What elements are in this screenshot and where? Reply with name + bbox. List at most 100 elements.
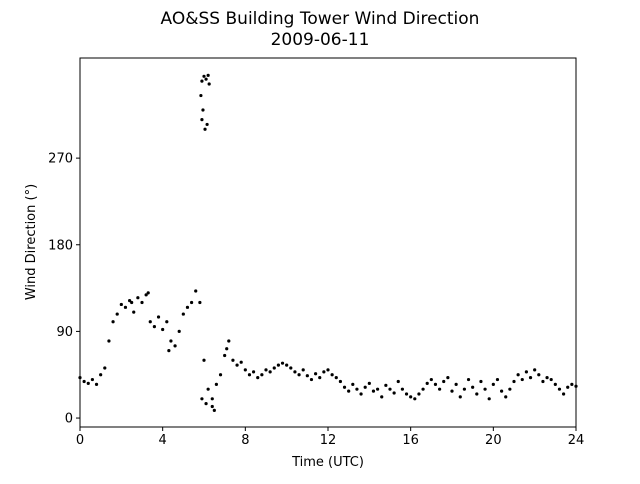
point [574,384,578,388]
point [450,389,454,393]
point [169,339,173,343]
point [508,387,512,391]
point [260,373,264,377]
point [409,395,413,399]
point [495,377,500,382]
point [433,382,438,386]
point [309,377,314,382]
point [338,379,342,384]
point [483,387,487,391]
point [123,305,128,309]
point [355,387,359,391]
point [421,387,425,391]
point [148,320,152,324]
point [297,373,301,377]
x-axis-label: Time (UTC) [291,455,364,470]
point [425,381,429,385]
point [177,329,181,334]
y-tick-label: 0 [65,412,73,427]
chart-title: AO&SS Building Tower Wind Direction [161,9,480,29]
point [156,315,161,319]
point [528,376,533,380]
point [363,385,367,389]
point [235,363,239,367]
point [272,366,276,370]
point [289,366,293,370]
point [400,387,404,391]
point [442,379,446,384]
point [512,379,516,384]
point [446,376,450,380]
point [384,383,388,387]
point [454,382,458,386]
point [231,358,235,362]
point [199,93,203,98]
point [207,82,211,86]
x-tick-label: 4 [159,433,167,448]
point [225,347,229,351]
point [136,296,140,300]
point [413,397,417,401]
point [198,300,202,305]
point [206,73,210,77]
point [202,358,206,362]
point [520,377,524,382]
point [566,385,570,389]
point [504,395,508,399]
point [210,397,214,401]
point [264,368,268,372]
y-tick-label: 270 [48,152,73,167]
point [205,122,209,127]
point [417,392,421,396]
point [570,382,574,386]
point [200,79,204,83]
point [462,387,466,391]
point [146,291,150,295]
point [305,374,309,378]
point [128,298,132,303]
x-tick-label: 20 [485,433,502,448]
x-tick-label: 0 [76,433,84,448]
y-tick-label: 90 [56,325,73,340]
point [78,376,82,380]
point [194,289,198,293]
point [130,300,134,305]
point [388,387,392,391]
point [458,395,462,399]
point [429,377,433,382]
point [247,373,252,377]
point [190,300,194,305]
point [94,382,99,386]
point [326,368,330,372]
x-tick-label: 16 [402,433,419,448]
point [268,370,272,374]
x-tick-label: 24 [568,433,585,448]
point [301,368,305,372]
point [396,379,400,384]
point [524,370,529,374]
point [491,382,495,386]
point [212,408,216,412]
point [144,293,148,297]
point [218,373,223,377]
point [200,397,204,401]
point [314,372,318,376]
point [280,361,285,365]
point [276,363,280,367]
point [202,74,206,78]
point [471,385,475,389]
point [466,377,471,382]
point [557,387,562,391]
point [285,363,289,367]
point [516,373,520,377]
point [475,392,479,396]
y-axis-label: Wind Direction (°) [24,184,39,300]
point [342,385,347,389]
point [533,368,537,372]
point [204,402,208,406]
point [553,382,557,386]
point [90,377,94,382]
point [367,381,371,385]
